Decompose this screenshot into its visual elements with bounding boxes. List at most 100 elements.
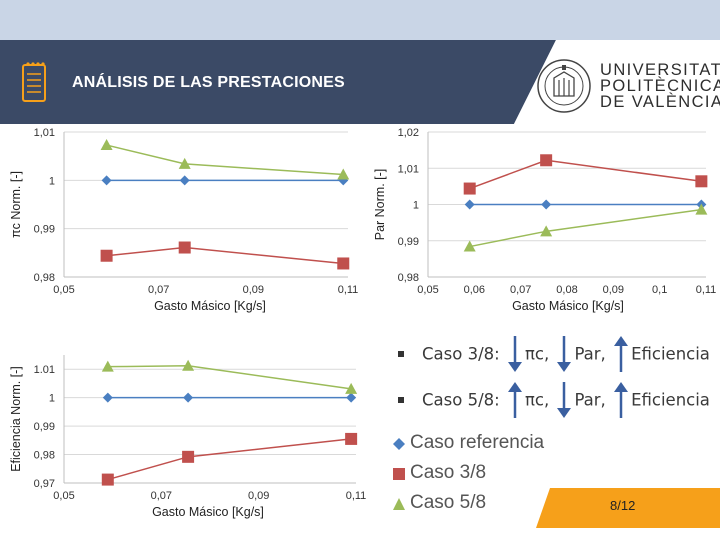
data-point-referencia [464,199,475,210]
y-tick-label: 1.01 [34,364,55,376]
y-tick-label: 0,97 [34,478,55,490]
x-tick-label: 0,09 [603,284,624,296]
y-tick-label: 0,98 [34,450,55,462]
x-tick-label: 0,05 [417,284,438,296]
slide-title: ANÁLISIS DE LAS PRESTACIONES [72,74,345,91]
notepad-icon [22,62,46,102]
university-name-line-2: POLITÈCNICA [600,77,720,95]
data-point-referencia [338,175,349,186]
legend-label: Caso referencia [410,432,545,453]
y-tick-label: 0,98 [398,272,419,284]
chart-pic-norm: 0,98 0,99 1 1,01 0,05 0,07 0,09 0,11 Gasto Másic… [9,127,359,313]
data-point-caso-38 [182,450,195,463]
x-tick-label: 0,11 [696,284,717,296]
data-point-caso-58 [540,225,553,237]
top-band [0,0,720,40]
bullet-caso-38: Caso 3/8: πc, Par, Eficiencia [398,334,710,374]
bullet-pic-label: πc [524,344,544,364]
bullet-marker [398,397,404,403]
university-name: UNIVERSITAT POLITÈCNICA DE VALÈNCIA [600,61,720,111]
x-tick-label: 0,1 [652,284,667,296]
y-tick-label: 0,99 [34,224,55,236]
x-tick-label: 0,08 [556,284,577,296]
university-seal-logo [537,59,591,113]
data-point-caso-38 [100,249,113,262]
arrow-up-icon [614,336,629,372]
y-tick-label: 1 [49,393,55,405]
x-tick-label: 0,05 [53,490,74,502]
header-bar [0,40,720,124]
x-axis-label: Gasto Másico [Kg/s] [154,299,266,313]
data-point-referencia [541,199,552,210]
x-tick-label: 0,09 [243,284,264,296]
x-tick-label: 0,11 [346,490,367,502]
x-axis-label: Gasto Másico [Kg/s] [512,299,624,313]
diamond-marker-icon [393,438,405,450]
arrow-down-icon [557,382,572,418]
series-line-3 [106,144,344,176]
arrow-down-icon [557,336,572,372]
x-tick-label: 0,07 [510,284,531,296]
data-point-caso-38 [337,257,350,270]
top-band-diagonal [0,0,540,40]
y-tick-label: 1 [49,175,55,187]
data-point-referencia [102,392,113,403]
arrow-up-icon [507,382,522,418]
y-tick-label: 1,01 [34,127,55,139]
bullet-eficiencia-label: Eficiencia [631,390,710,410]
arrow-up-icon [614,382,629,418]
data-point-caso-58 [178,157,191,169]
data-point-referencia [183,392,194,403]
data-point-referencia [179,175,190,186]
university-name-line-3: DE VALÈNCIA [600,93,720,111]
y-tick-label: 1 [413,200,419,212]
university-name-line-1: UNIVERSITAT [600,61,720,79]
data-point-caso-38 [345,432,358,445]
data-point-caso-38 [178,241,191,254]
y-axis-label: Par Norm. [-] [373,169,387,241]
y-tick-label: 0,98 [34,272,55,284]
data-point-caso-58 [101,360,114,372]
bullet-eficiencia-label: Eficiencia [631,344,710,364]
data-point-caso-58 [345,382,358,394]
x-tick-label: 0,11 [338,284,359,296]
bullet-comma: , [543,344,550,364]
y-axis-label: πc Norm. [-] [9,171,23,238]
series-line-2 [106,246,344,265]
x-tick-label: 0,07 [151,490,172,502]
data-point-caso-58 [182,359,195,371]
square-marker-icon [393,468,405,480]
x-tick-label: 0,09 [248,490,269,502]
data-point-referencia [346,392,357,403]
bullet-par-label: Par, [574,390,606,410]
y-tick-label: 1,02 [398,127,419,139]
bullet-par-label: Par, [574,344,606,364]
x-tick-label: 0,06 [464,284,485,296]
x-tick-label: 0,07 [148,284,169,296]
y-tick-label: 0,99 [398,236,419,248]
data-point-caso-58 [100,139,113,151]
bullet-pic-label: πc [524,390,544,410]
series-line-2 [107,438,352,481]
arrow-down-icon [507,336,522,372]
data-point-caso-38 [540,154,553,167]
data-point-referencia [101,175,112,186]
data-point-caso-58 [463,240,476,252]
x-tick-label: 0,05 [53,284,74,296]
page-number-box [536,488,720,528]
bullet-case-label: Caso 5/8: [422,390,500,410]
chart-eficiencia-norm: 0,97 0,98 0,99 1 1.01 0,05 0,07 0,09 0,11 Gasto M… [9,355,367,519]
data-point-caso-38 [463,182,476,195]
triangle-marker-icon [393,498,405,510]
bullet-case-label: Caso 3/8: [422,344,500,364]
legend-label: Caso 5/8 [410,492,487,513]
page-number: 8/12 [610,498,636,513]
bullet-comma: , [543,390,550,410]
data-point-caso-58 [337,168,350,180]
legend-label: Caso 3/8 [410,462,487,483]
bullet-marker [398,351,404,357]
x-axis-label: Gasto Másico [Kg/s] [152,505,264,519]
series-line-2 [469,159,702,190]
chart-par-norm: 0,98 0,99 1 1,01 1,02 0,05 0,06 0,07 0,08 0,09 0,1… [373,127,717,313]
y-axis-label: Eficiencia Norm. [-] [9,366,23,472]
